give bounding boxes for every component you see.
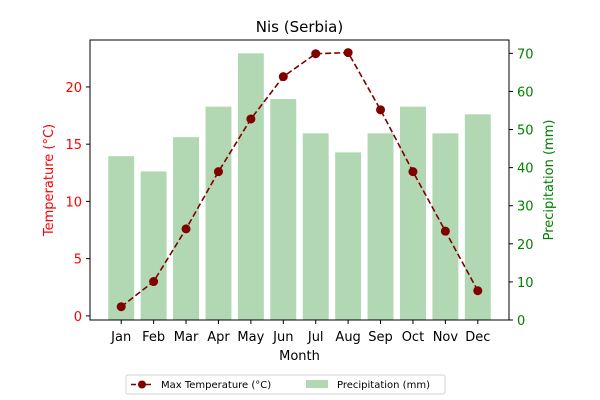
precip-bar-dec — [464, 114, 491, 321]
y-left-tick-label: 0 — [74, 310, 82, 325]
x-tick-label: Dec — [465, 330, 490, 345]
precip-bar-jan — [108, 156, 135, 320]
x-tick-label: May — [237, 330, 264, 345]
precip-bar-feb — [140, 171, 167, 320]
precip-bar-nov — [432, 133, 459, 320]
temperature-point-feb — [149, 277, 159, 287]
y-left-tick-label: 5 — [74, 253, 82, 268]
temperature-point-nov — [440, 226, 450, 236]
y-right-tick-label: 50 — [517, 124, 534, 139]
y-left-tick-label: 20 — [65, 81, 82, 96]
x-tick-label: Sep — [368, 330, 393, 345]
legend-frame — [125, 374, 446, 395]
x-tick-label: Nov — [433, 330, 459, 345]
x-tick-label: Jun — [272, 330, 293, 345]
chart-title: Nis (Serbia) — [256, 18, 343, 36]
y-axis-left: 0 5 10 15 20 — [65, 81, 90, 325]
y-left-tick-label: 15 — [65, 138, 82, 153]
legend-line-marker — [138, 380, 146, 389]
x-axis-label: Month — [279, 349, 320, 364]
y-right-tick-label: 30 — [517, 200, 534, 215]
precip-bar-apr — [205, 106, 232, 321]
x-tick-label: Oct — [402, 330, 424, 345]
temperature-point-oct — [408, 167, 418, 177]
temperature-point-dec — [473, 286, 483, 296]
y-right-tick-label: 60 — [517, 85, 534, 100]
temperature-point-jan — [116, 302, 126, 312]
y-right-tick-label: 10 — [517, 276, 534, 291]
precip-bar-sep — [367, 133, 394, 320]
x-tick-label: Apr — [207, 330, 230, 345]
temperature-point-apr — [213, 167, 223, 177]
y-left-tick-label: 10 — [65, 195, 82, 210]
x-tick-label: Jul — [307, 330, 324, 345]
temperature-point-may — [246, 114, 256, 124]
precip-bar-aug — [335, 152, 362, 320]
legend-label-temperature: Max Temperature (°C) — [161, 380, 271, 391]
y-right-tick-label: 0 — [517, 314, 525, 329]
y-right-tick-label: 70 — [517, 47, 534, 62]
temperature-line — [120, 51, 479, 308]
temperature-point-sep — [376, 105, 386, 115]
plot-frame — [89, 39, 510, 321]
precip-bar-oct — [399, 106, 426, 321]
temperature-point-jul — [311, 49, 321, 59]
temperature-point-mar — [181, 224, 191, 234]
bars-group — [108, 53, 491, 321]
y-axis-right: 0 10 20 30 40 50 60 70 — [509, 47, 534, 329]
x-axis: Jan Feb Mar Apr May Jun Jul Aug Sep Oct Nov Dec — [110, 320, 490, 345]
x-tick-label: Jan — [110, 330, 131, 345]
legend-bar-swatch — [306, 380, 328, 388]
precip-bar-jul — [302, 133, 329, 320]
x-tick-label: Aug — [335, 330, 360, 345]
temperature-line-group — [116, 48, 483, 312]
legend: Max Temperature (°C) Precipitation (mm) — [125, 374, 446, 395]
x-tick-label: Mar — [174, 330, 199, 345]
x-tick-label: Feb — [142, 330, 165, 345]
y-right-tick-label: 40 — [517, 162, 534, 177]
precip-bar-may — [237, 53, 264, 320]
precip-bar-jun — [270, 99, 297, 320]
temperature-point-aug — [343, 48, 353, 58]
y-axis-left-label: Temperature (°C) — [42, 124, 57, 237]
y-axis-right-label: Precipitation (mm) — [542, 120, 557, 241]
y-right-tick-label: 20 — [517, 238, 534, 253]
legend-label-precipitation: Precipitation (mm) — [337, 380, 430, 391]
temperature-point-jun — [278, 72, 288, 82]
